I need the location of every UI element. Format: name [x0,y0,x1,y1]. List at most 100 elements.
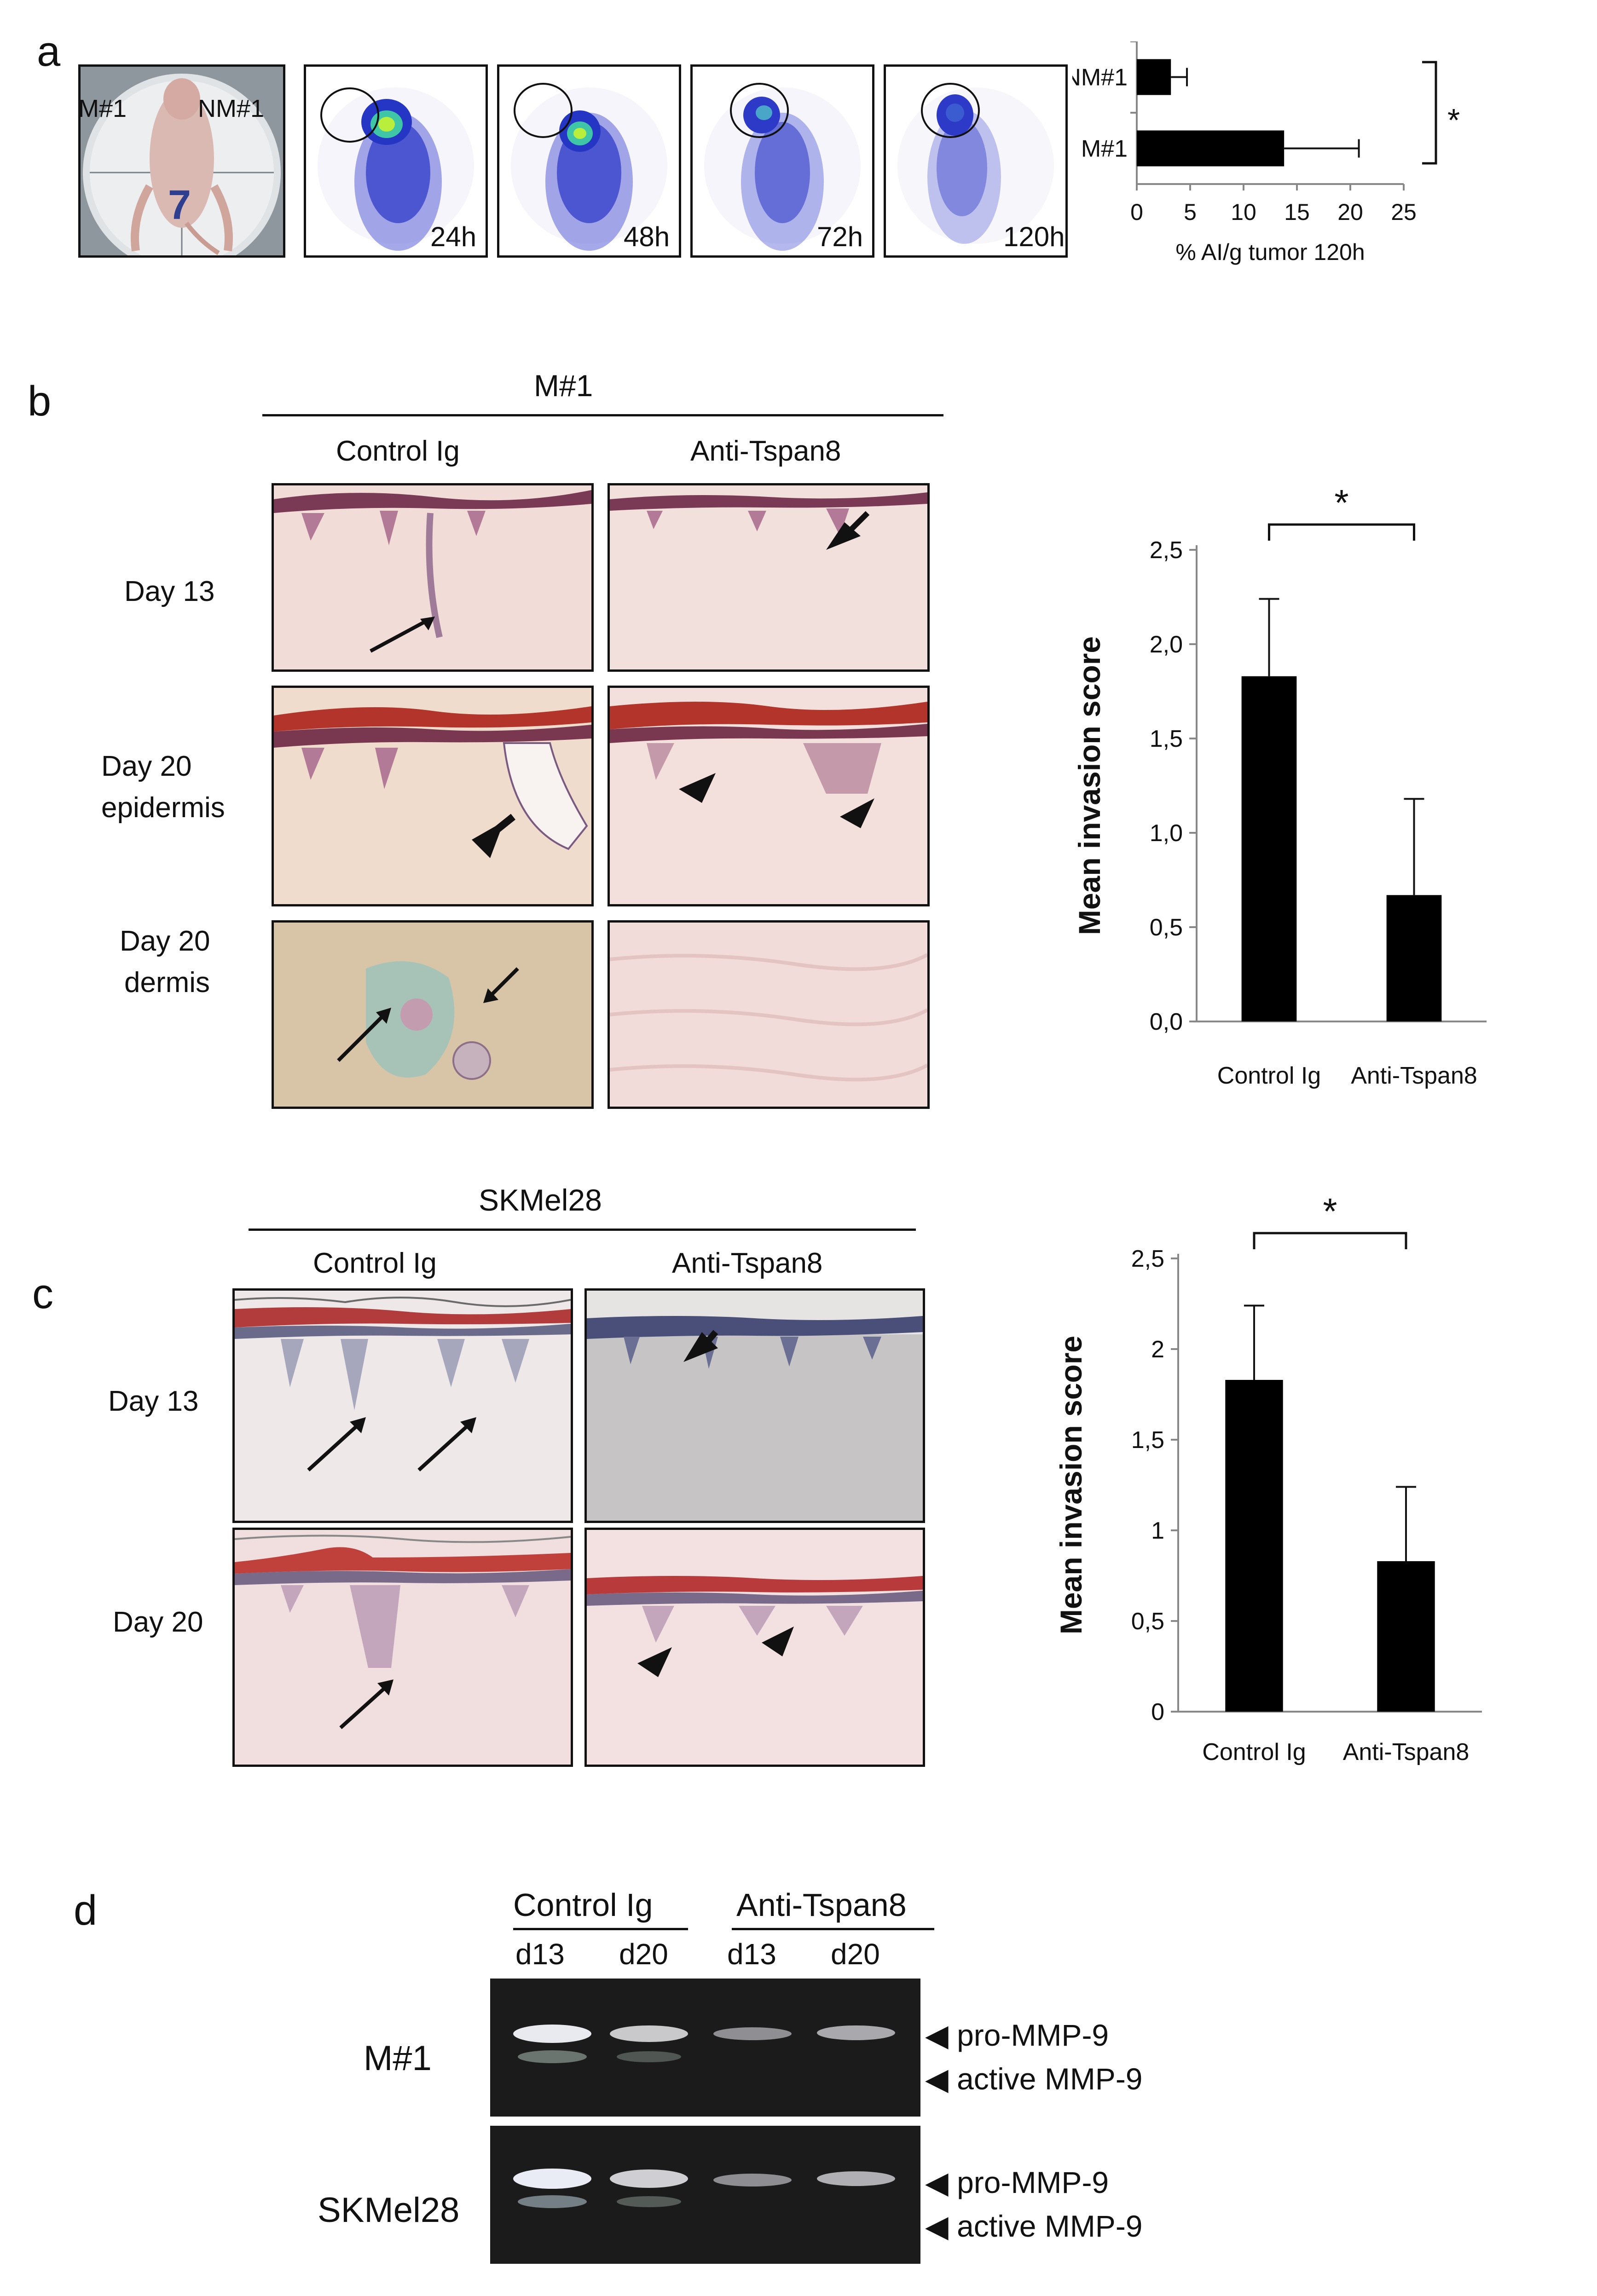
band-active-m1-text: active MMP-9 [957,2062,1143,2096]
histology-b-control-day20-dermis-graphic [274,923,591,1107]
panel-b-row-day20d-b: dermis [124,967,210,998]
chart-b-ytick-label-4: 2,0 [1150,631,1183,658]
chart-b-category-1: Anti-Tspan8 [1351,1062,1477,1089]
chart-c-ytick-label-1: 0,5 [1131,1608,1164,1635]
timepoint-24h: 24h [430,221,477,252]
chart-c-ytick-label-4: 2 [1151,1336,1164,1363]
chart-b-bar-1 [1386,895,1442,1021]
chart-a-xtick-label-4: 20 [1337,199,1363,225]
chart-a-sig-bracket [1422,61,1437,165]
panel-label-b: b [28,378,52,425]
chart-b: 0,0 0,5 1,0 1,5 2,0 2,5 Control Ig Anti-Tspan8 M… [1072,482,1487,1089]
chart-a-sig-star: * [1447,102,1460,138]
panel-b-col-control: Control Ig [336,435,460,467]
scan-graphic-120h [897,83,1054,244]
histology-c-control-day20-graphic [235,1530,571,1765]
panel-c-col-control: Control Ig [313,1247,437,1279]
gel-lane-1: d13 [515,1938,565,1971]
histology-c-control-day13 [232,1288,573,1523]
chart-c-bar-0 [1225,1379,1283,1712]
gel-lane-2: d20 [619,1938,668,1971]
gel-image-m1 [490,1979,920,2117]
histology-b-anti-day20-dermis-graphic [610,923,927,1107]
chart-a: NM#1 M#1 0 5 10 15 20 25 % AI/g tumor 120h * [1064,40,1460,265]
chart-a-category-1: M#1 [1081,136,1128,162]
histology-b-control-day20-epidermis [272,686,594,906]
chart-b-container: 0,0 0,5 1,0 1,5 2,0 2,5 Control Ig Anti-Tspan8 M… [1003,469,1537,1113]
histology-c-anti-day20 [584,1528,925,1767]
chart-a-xtick-label-1: 5 [1184,199,1197,225]
chart-c: 0 0,5 1 1,5 2 2,5 Control Ig Anti-Tspan8 Mean in… [1054,1191,1482,1765]
scan-graphic-72h [704,83,861,251]
band-active-m1: ◀ active MMP-9 [925,2062,1143,2096]
photo-label-m1: M#1 [78,95,127,122]
scan-image-48h [497,64,681,258]
timepoint-120h: 120h [1003,221,1065,252]
panel-label-c: c [32,1270,53,1317]
chart-a-xlabel: % AI/g tumor 120h [1175,239,1365,265]
chart-a-xtick-label-3: 15 [1284,199,1310,225]
histology-b-anti-day13-graphic [610,485,927,669]
chart-a-xtick-label-0: 0 [1130,199,1143,225]
chart-c-ytick-label-5: 2,5 [1131,1246,1164,1272]
chart-c-ytick-label-3: 1,5 [1131,1427,1164,1454]
panel-c-col-anti: Anti-Tspan8 [672,1247,823,1279]
scan-image-72h [690,64,874,258]
chart-c-sig-star: * [1323,1196,1337,1232]
histology-c-anti-day13 [584,1288,925,1523]
gel-image-m1-graphic [490,1979,920,2117]
histology-b-control-day13 [272,483,594,672]
panel-label-a: a [37,28,61,75]
chart-c-category-1: Anti-Tspan8 [1343,1739,1470,1765]
chart-a-xtick-label-2: 10 [1231,199,1256,225]
panel-c-group-title: SKMel28 [479,1183,602,1217]
gel-row-m1: M#1 [364,2039,432,2078]
chart-b-ytick-label-3: 1,5 [1150,726,1183,752]
chart-b-bar-0 [1241,676,1297,1021]
band-pro-skmel28: ◀ pro-MMP-9 [925,2165,1109,2199]
histology-c-control-day13-graphic [235,1291,571,1521]
chart-b-ytick-label-2: 1,0 [1150,820,1183,847]
photo-label-nm1: NM#1 [198,95,265,122]
gel-image-skmel28 [490,2126,920,2264]
histology-c-control-day20 [232,1528,573,1767]
band-pro-skmel28-text: pro-MMP-9 [957,2165,1109,2199]
chart-b-ylabel: Mean invasion score [1072,636,1106,935]
chart-a-container: NM#1 M#1 0 5 10 15 20 25 % AI/g tumor 120h * [1064,40,1588,317]
panel-b-row-day20-a: Day 20 [101,750,192,782]
chart-a-xtick-label-5: 25 [1391,199,1417,225]
panel-c-row-day13: Day 13 [108,1385,199,1417]
panel-c-title-rule [249,1229,916,1231]
timepoint-48h: 48h [624,221,670,252]
chart-b-sig-star: * [1334,482,1348,523]
panel-b-row-day20d-a: Day 20 [120,925,210,957]
panel-c-row-day20: Day 20 [113,1606,203,1638]
histology-b-anti-day20-epidermis [608,686,930,906]
gel-image-skmel28-graphic [490,2126,920,2264]
panel-b-col-anti: Anti-Tspan8 [690,435,841,467]
mouse-photo [78,64,285,258]
chart-b-ytick-label-1: 0,5 [1150,914,1183,941]
chart-c-sig-bracket [1253,1232,1407,1249]
histology-b-anti-day20-epidermis-graphic [610,688,927,904]
histology-b-control-day20-epidermis-graphic [274,688,591,904]
histology-c-anti-day13-graphic [587,1291,923,1521]
chart-c-ylabel: Mean invasion score [1054,1336,1088,1634]
band-active-skmel28: ◀ active MMP-9 [925,2209,1143,2243]
panel-b-title-rule [262,414,943,416]
chart-b-sig-bracket [1268,523,1415,541]
band-active-skmel28-text: active MMP-9 [957,2209,1143,2243]
timepoint-72h: 72h [817,221,863,252]
cage-number: 7 [168,182,191,228]
chart-a-category-0: NM#1 [1072,64,1128,91]
gel-group-control: Control Ig [513,1887,653,1923]
scan-image-24h [304,64,488,258]
gel-group-anti: Anti-Tspan8 [736,1887,907,1923]
scan-graphic-48h [511,83,667,251]
chart-b-ytick-label-0: 0,0 [1150,1009,1183,1035]
chart-c-ytick-label-0: 0 [1151,1699,1164,1725]
histology-b-anti-day20-dermis [608,920,930,1109]
histology-b-control-day20-dermis [272,920,594,1109]
band-pro-m1: ◀ pro-MMP-9 [925,2018,1109,2052]
